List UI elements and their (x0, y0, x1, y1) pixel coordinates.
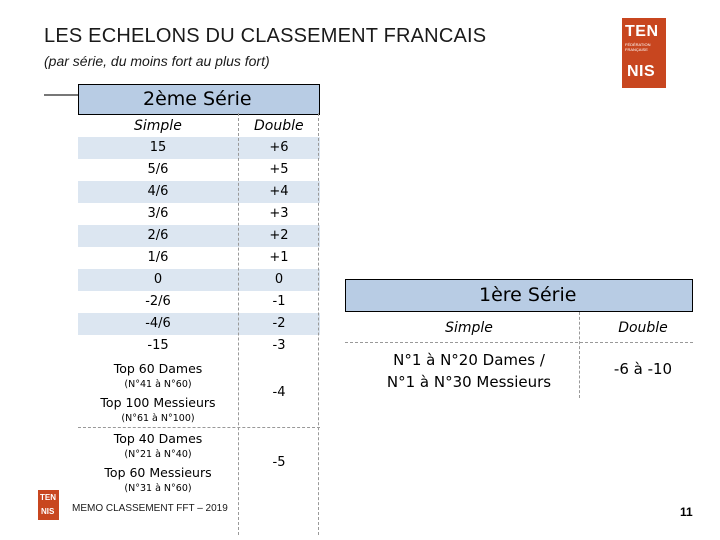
simple-cell: -15 (147, 338, 169, 353)
simple-cell: 3/6 (147, 206, 169, 221)
top-messieurs-label: Top 100 Messieurs (100, 395, 216, 410)
table-row: 2/6 +2 (78, 225, 320, 247)
top-dames-range: (N°41 à N°60) (124, 379, 192, 390)
double-cell: -4 (272, 385, 286, 400)
logo-text-federation: FÉDÉRATION FRANÇAISE (625, 42, 651, 52)
column-divider (579, 312, 580, 398)
double-cell: -3 (272, 338, 286, 353)
footer-memo: MEMO CLASSEMENT FFT – 2019 (72, 503, 228, 514)
top-messieurs-label: Top 60 Messieurs (104, 465, 212, 480)
simple-cell: 5/6 (147, 162, 169, 177)
double-cell: -5 (272, 455, 286, 470)
double-cell: +1 (269, 250, 289, 265)
table-row: 4/6 +4 (78, 181, 320, 203)
serie2-col-simple: Simple (134, 118, 182, 134)
double-cell: +3 (269, 206, 289, 221)
top-messieurs-range: (N°61 à N°100) (121, 413, 195, 424)
serie2-table: 2ème Série Simple Double 15 +6 5/6 +5 4/6 +… (78, 84, 320, 535)
simple-cell: 1/6 (147, 250, 169, 265)
row-divider (78, 427, 320, 429)
table-row: 5/6 +5 (78, 159, 320, 181)
double-cell: -2 (272, 316, 286, 331)
simple-cell: -2/6 (145, 294, 171, 309)
serie2-top-block-2: Top 40 Dames (N°21 à N°40) Top 60 Messie… (78, 427, 320, 497)
table-row: 15 +6 (78, 137, 320, 159)
page-number: 11 (680, 505, 693, 519)
fft-tennis-logo: TEN FÉDÉRATION FRANÇAISE NIS (622, 18, 666, 88)
double-cell: -1 (272, 294, 286, 309)
serie2-top-block-1: Top 60 Dames (N°41 à N°60) Top 100 Messi… (78, 357, 320, 427)
double-cell: +5 (269, 162, 289, 177)
serie1-title: 1ère Série (479, 284, 577, 306)
simple-cell: N°1 à N°20 Dames / N°1 à N°30 Messieurs (345, 349, 593, 393)
table-row: N°1 à N°20 Dames / N°1 à N°30 Messieurs … (345, 343, 693, 399)
simple-line-dames: N°1 à N°20 Dames / (393, 351, 545, 369)
serie2-title: 2ème Série (143, 88, 252, 110)
serie1-col-simple: Simple (445, 320, 493, 336)
simple-cell: 0 (153, 272, 163, 287)
double-cell: +4 (269, 184, 289, 199)
simple-cell: 4/6 (147, 184, 169, 199)
top-messieurs-range: (N°31 à N°60) (124, 483, 192, 494)
logo-text-nis: NIS (627, 63, 656, 80)
small-logo-text-ten: TEN (40, 493, 56, 502)
table-row: 3/6 +3 (78, 203, 320, 225)
serie1-table: 1ère Série Simple Double N°1 à N°20 Dame… (345, 279, 693, 399)
serie2-column-headers: Simple Double (78, 115, 320, 137)
table-row: -4/6 -2 (78, 313, 320, 335)
fft-tennis-small-logo: TEN NIS (38, 490, 59, 520)
simple-cell: 2/6 (147, 228, 169, 243)
title-underline (44, 94, 78, 96)
double-cell: -6 à -10 (613, 360, 673, 378)
simple-cell: -4/6 (145, 316, 171, 331)
double-cell: 0 (274, 272, 284, 287)
table-row: 1/6 +1 (78, 247, 320, 269)
top-dames-label: Top 40 Dames (113, 431, 203, 446)
page-subtitle: (par série, du moins fort au plus fort) (44, 53, 270, 69)
logo-text-ten: TEN (625, 23, 659, 40)
serie1-column-headers: Simple Double (345, 312, 693, 343)
top-dames-label: Top 60 Dames (113, 361, 203, 376)
double-cell: +6 (269, 140, 289, 155)
column-divider (238, 113, 240, 535)
table-row: -15 -3 (78, 335, 320, 357)
small-logo-text-nis: NIS (41, 507, 55, 516)
serie2-header: 2ème Série (78, 84, 320, 115)
table-row: -2/6 -1 (78, 291, 320, 313)
table-right-border (318, 113, 320, 535)
simple-line-messieurs: N°1 à N°30 Messieurs (386, 373, 552, 391)
serie1-col-double: Double (618, 320, 668, 336)
double-cell: +2 (269, 228, 289, 243)
serie1-header: 1ère Série (345, 279, 693, 312)
top-dames-range: (N°21 à N°40) (124, 449, 192, 460)
simple-cell: 15 (149, 140, 167, 155)
serie2-col-double: Double (254, 118, 304, 134)
page-title: LES ECHELONS DU CLASSEMENT FRANCAIS (44, 25, 487, 47)
